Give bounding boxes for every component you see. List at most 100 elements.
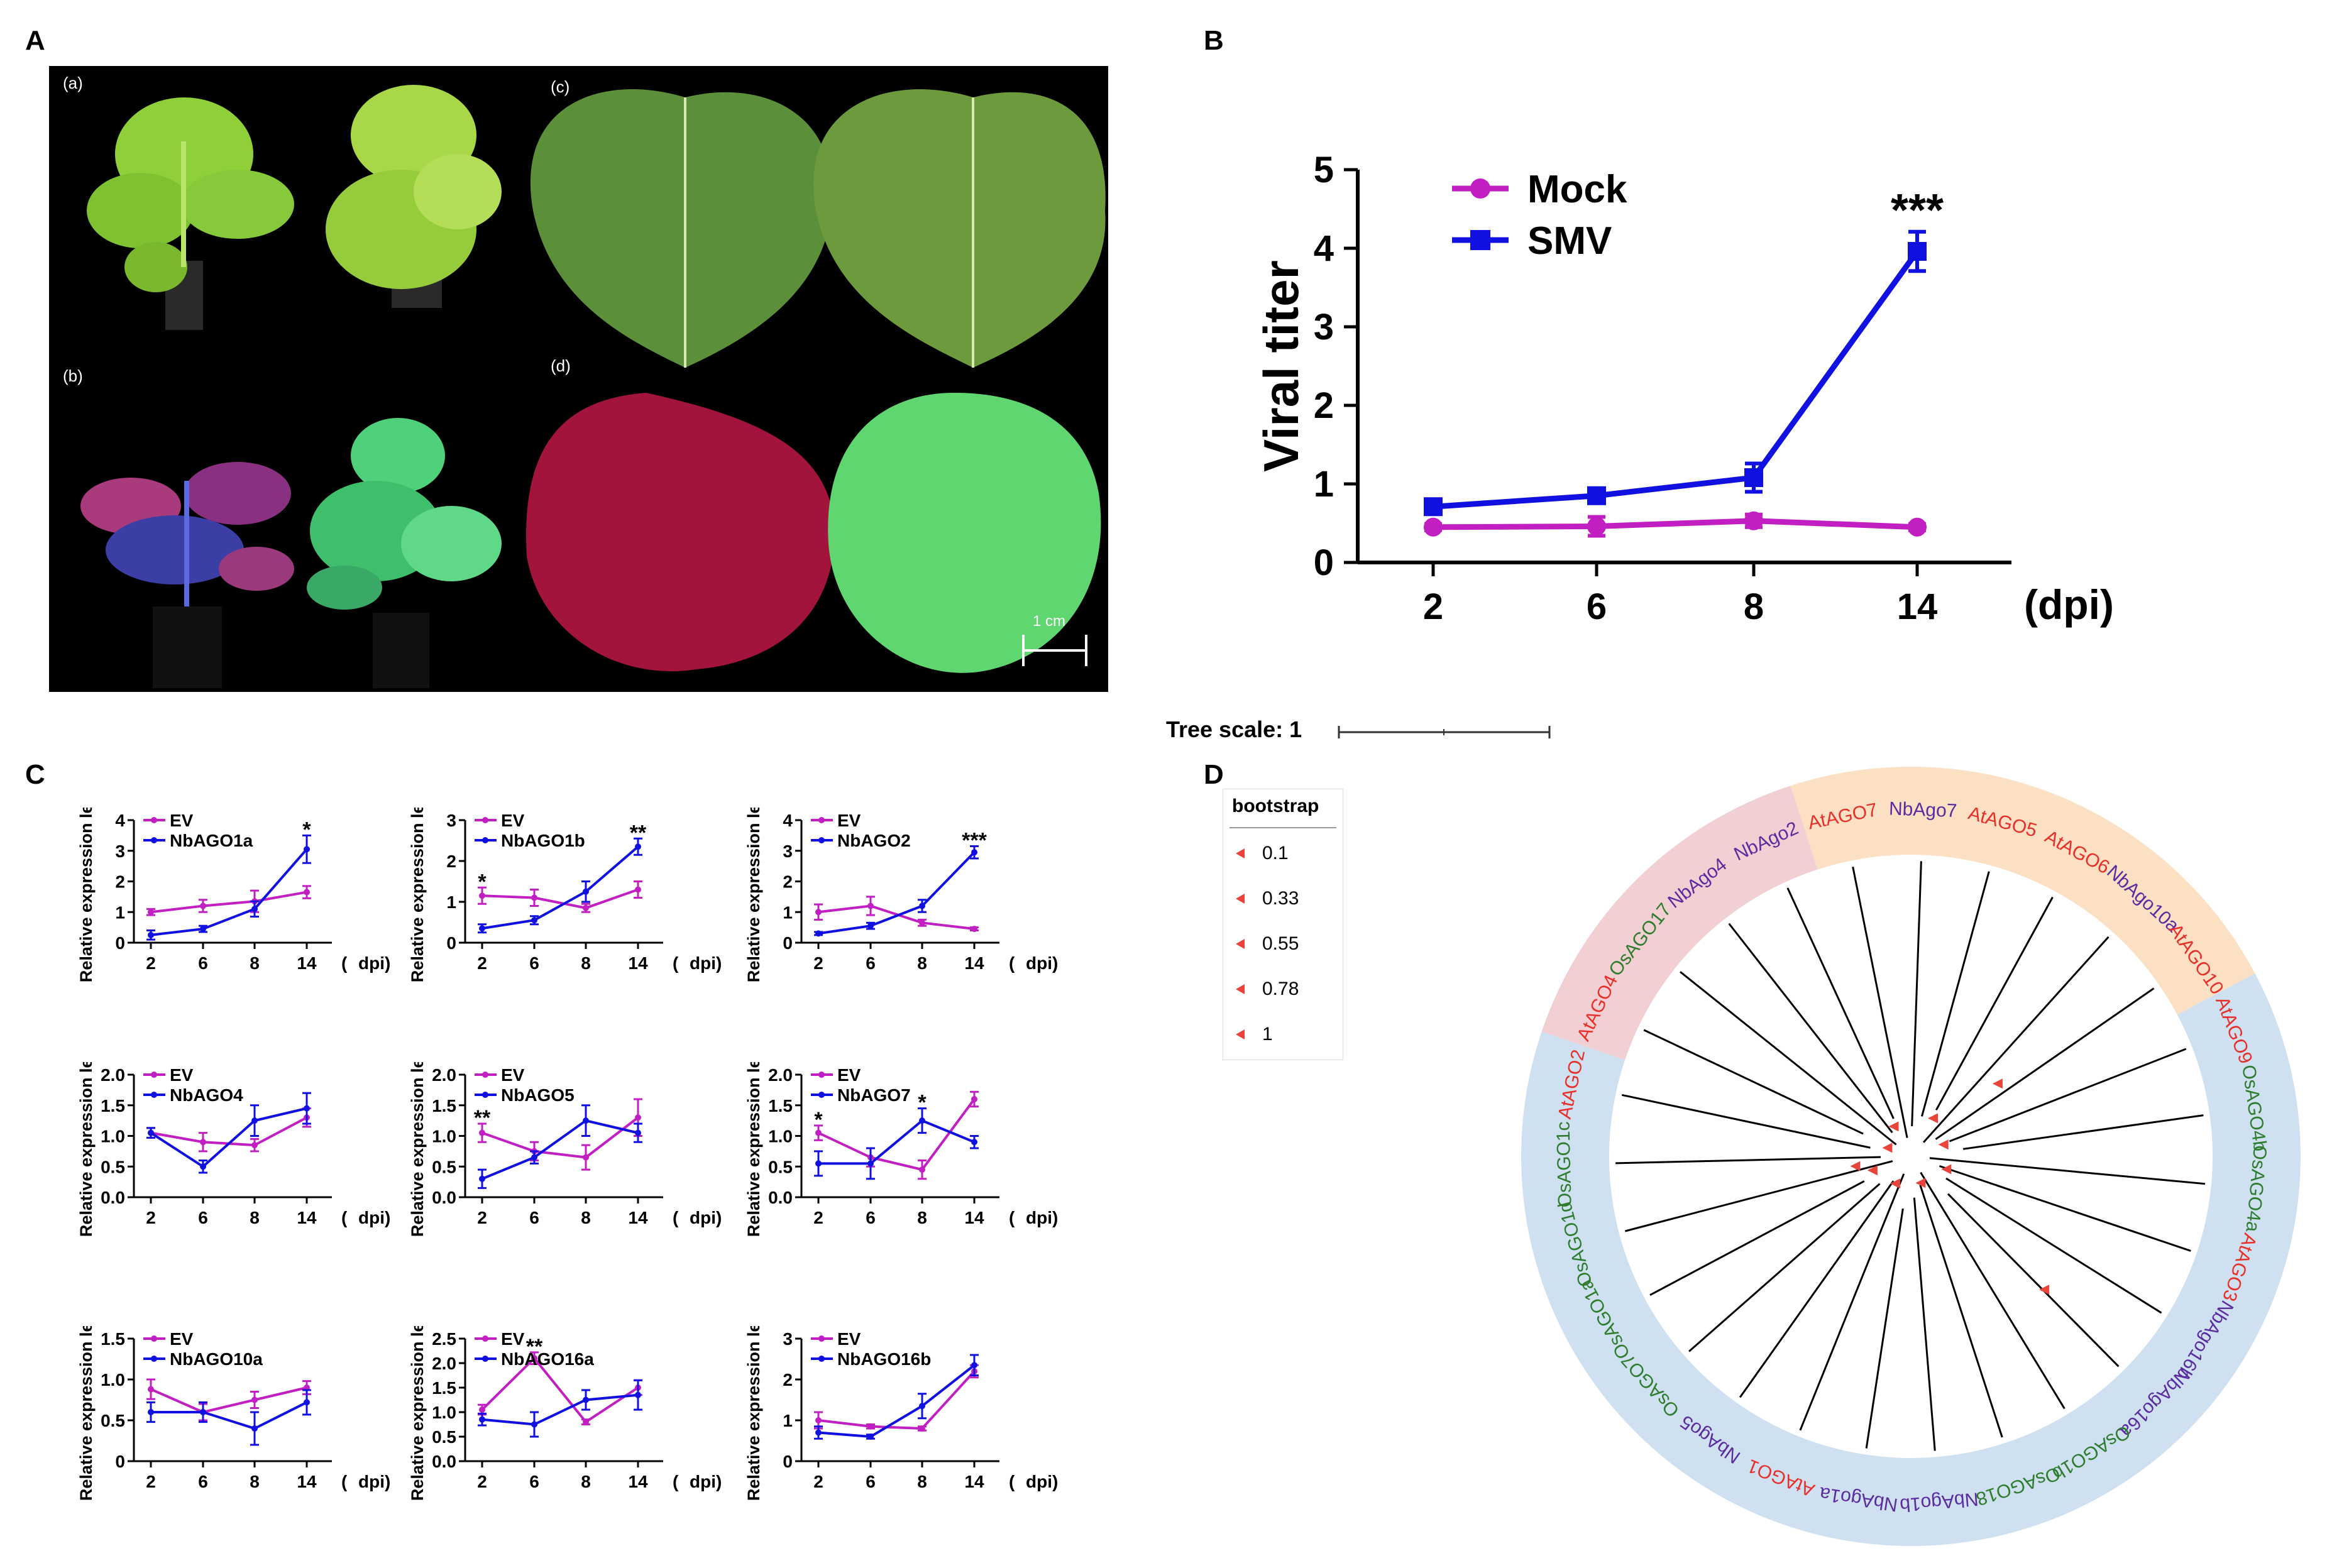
x-tick-label: 2 xyxy=(146,1208,156,1227)
bootstrap-marker xyxy=(1867,1165,1878,1176)
tree-branch xyxy=(1947,1193,2120,1368)
legend-marker xyxy=(482,1335,488,1342)
data-point xyxy=(531,1421,537,1428)
legend-label: NbAGO2 xyxy=(837,831,911,850)
y-tick-label: 1.0 xyxy=(768,1127,793,1146)
x-tick-label: 14 xyxy=(297,953,317,973)
series-line xyxy=(818,904,975,931)
y-tick-label: 2 xyxy=(783,872,793,892)
legend-marker xyxy=(151,1356,157,1362)
tree-branch xyxy=(1621,1094,1871,1149)
x-axis-label: dpi) xyxy=(690,1208,722,1227)
bootstrap-marker xyxy=(1928,1113,1938,1124)
plant-healthy-a xyxy=(87,97,294,330)
data-point xyxy=(251,1117,258,1124)
bootstrap-marker xyxy=(2039,1285,2050,1295)
series-line xyxy=(150,891,307,914)
tree-branch xyxy=(1865,1208,1904,1449)
x-tick-label: 8 xyxy=(250,1472,260,1491)
data-point-mock xyxy=(1587,517,1606,536)
x-axis-label: dpi) xyxy=(1026,953,1058,973)
tree-branch xyxy=(1939,1165,2191,1252)
data-point xyxy=(815,1417,822,1423)
x-tick-label: 6 xyxy=(198,1208,208,1227)
series-line xyxy=(818,1370,976,1430)
triangle-marker-icon xyxy=(1236,848,1245,858)
data-point xyxy=(919,902,925,909)
clade-band-pink xyxy=(1541,786,1818,1060)
triangle-marker-icon xyxy=(1236,894,1245,904)
x-axis-paren: ( xyxy=(1009,1472,1015,1491)
data-point xyxy=(531,894,537,901)
expression-chart-nbago4: 0.0 0.5 1.0 1.5 2.0 2 6 8 14 (dpi) Relative expres… xyxy=(77,1062,390,1237)
data-point xyxy=(867,1160,874,1167)
series-line xyxy=(818,1364,976,1439)
x-axis-paren: ( xyxy=(673,1472,679,1491)
viral-titer-chart: 0 1 2 3 4 5 2 6 8 14 (dpi) Viral titer Mock SMV *** xyxy=(1253,150,2114,628)
y-tick-label: 1 xyxy=(783,1411,793,1430)
plant-uv-gfp xyxy=(307,418,502,688)
tree-branch xyxy=(1920,1171,2066,1410)
data-point-mock xyxy=(1908,517,1927,537)
data-point xyxy=(200,1163,206,1170)
tree-branch xyxy=(1688,1183,1881,1352)
x-tick-label: 2 xyxy=(813,1208,823,1227)
data-point xyxy=(479,1175,485,1182)
y-tick-label: 1.5 xyxy=(101,1329,125,1349)
y-tick-label: 1.5 xyxy=(768,1096,793,1116)
x-tick-label: 2 xyxy=(477,1472,487,1491)
tree-branch xyxy=(1643,1029,1864,1135)
bootstrap-marker xyxy=(1992,1078,2003,1089)
y-tick-label: 0 xyxy=(783,933,793,953)
triangle-marker-icon xyxy=(1236,1029,1245,1039)
data-point xyxy=(815,1160,822,1167)
y-axis-label: Relative expression level xyxy=(744,808,763,982)
legend-label: EV xyxy=(170,1329,194,1349)
data-point xyxy=(867,1434,874,1440)
data-point xyxy=(251,1142,258,1149)
tree-branch xyxy=(1913,1197,1936,1451)
y-tick-label: 1.0 xyxy=(432,1403,456,1422)
legend-label: NbAGO10a xyxy=(170,1349,263,1369)
panel-label-d: D xyxy=(1204,759,1224,790)
x-tick-label: 14 xyxy=(628,953,648,973)
data-point xyxy=(479,1406,485,1413)
legend-label: Mock xyxy=(1527,168,1627,211)
legend-label: EV xyxy=(501,811,525,830)
bootstrap-legend-item: 0.1 xyxy=(1236,843,1289,864)
data-point-mock xyxy=(1744,511,1763,530)
significance-mark: * xyxy=(302,818,311,842)
x-tick-label: 14 xyxy=(628,1472,648,1491)
legend-marker xyxy=(818,1092,825,1098)
data-point xyxy=(251,906,258,913)
data-point xyxy=(867,902,874,909)
legend-marker xyxy=(151,1335,157,1342)
data-point xyxy=(251,1425,258,1432)
expression-chart-nbago16b: 0 1 2 3 2 6 8 14 (dpi) Relative expression level E… xyxy=(744,1326,1058,1501)
series-line xyxy=(481,1356,639,1424)
bootstrap-legend-item: 1 xyxy=(1236,1024,1273,1045)
tree-branch xyxy=(1786,887,1895,1119)
y-tick-label: 4 xyxy=(115,811,125,830)
data-point xyxy=(635,1391,641,1398)
x-tick-label: 8 xyxy=(250,1208,260,1227)
data-point xyxy=(635,843,641,850)
bootstrap-legend-item: 0.78 xyxy=(1236,979,1299,1000)
data-point xyxy=(531,1154,537,1161)
sub-label-c: (c) xyxy=(551,77,570,96)
data-point xyxy=(583,888,589,895)
data-point xyxy=(304,1399,310,1406)
x-axis-label: dpi) xyxy=(358,1208,390,1227)
clade-band-blue xyxy=(1521,973,2301,1546)
y-tick-label: 2 xyxy=(1314,385,1334,426)
y-tick-label: 0.5 xyxy=(768,1157,793,1176)
y-tick-label: 2.0 xyxy=(101,1065,125,1085)
legend-marker xyxy=(1470,178,1490,199)
y-tick-label: 0.5 xyxy=(432,1157,456,1176)
x-tick-label: 8 xyxy=(917,1472,927,1491)
y-tick-label: 1 xyxy=(446,892,456,912)
data-point xyxy=(971,1362,977,1369)
y-axis-label: Relative expression level xyxy=(408,1326,427,1501)
y-tick-label: 4 xyxy=(1314,228,1334,269)
data-point xyxy=(200,1409,206,1415)
